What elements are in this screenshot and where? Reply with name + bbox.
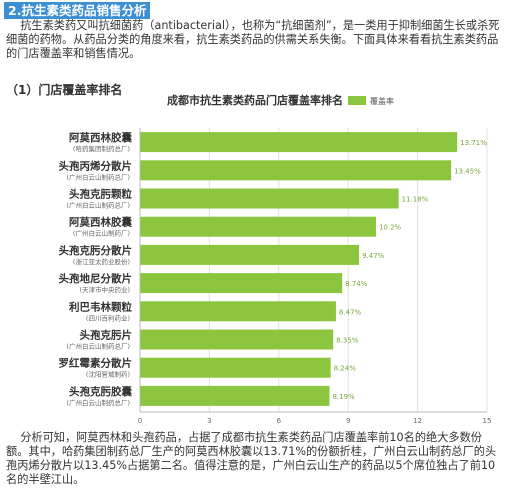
bar bbox=[140, 132, 458, 153]
bar-value-label: 8.47% bbox=[339, 308, 362, 316]
analysis-paragraph: 分析可知，阿莫西林和头孢药品，占据了成都市抗生素类药品门店覆盖率前10名的绝大多… bbox=[6, 431, 497, 486]
x-tick-label: 15 bbox=[483, 417, 492, 425]
x-tick-label: 6 bbox=[277, 417, 282, 425]
bar-value-label: 13.45% bbox=[454, 167, 481, 175]
bar-value-label: 11.18% bbox=[402, 196, 429, 204]
category-label: 头孢克肟胶囊 bbox=[69, 385, 132, 398]
bar bbox=[140, 188, 399, 209]
category-maker-label: (天津市中央药业) bbox=[79, 285, 130, 294]
category-maker-label: (广州白云山制药总厂) bbox=[66, 398, 130, 407]
category-label: 头孢克肟分散片 bbox=[59, 244, 133, 257]
bar-value-label: 9.47% bbox=[362, 252, 385, 260]
chart-title: 成都市抗生素类药品门店覆盖率排名 bbox=[167, 93, 343, 107]
section-title: 2.抗生素类药品销售分析 bbox=[4, 2, 151, 19]
bar-value-label: 13.71% bbox=[460, 139, 487, 147]
legend-swatch bbox=[348, 96, 366, 105]
bar-value-label: 10.2% bbox=[379, 224, 402, 232]
category-maker-label: (广州白云山制药总厂) bbox=[66, 172, 130, 181]
category-maker-label: (广州白云山制药总厂) bbox=[66, 201, 130, 210]
category-label: 头孢克肟颗粒 bbox=[69, 188, 132, 201]
category-label: 头孢丙烯分散片 bbox=[59, 159, 133, 172]
bar-value-label: 8.19% bbox=[332, 393, 355, 401]
category-maker-label: (沈阳管城制药) bbox=[86, 370, 130, 379]
intro-paragraph: 抗生素类药又叫抗细菌药（antibacterial），也称为“抗细菌剂”，是一类… bbox=[6, 19, 500, 60]
bar bbox=[140, 160, 452, 181]
bar-value-label: 8.74% bbox=[345, 280, 368, 288]
category-label: 罗红霉素分散片 bbox=[59, 357, 133, 370]
category-maker-label: (广州白云山制药厂) bbox=[73, 229, 130, 238]
coverage-bar-chart: 成都市抗生素类药品门店覆盖率排名 覆盖率 13.71% 13.45% 11.18% 1… bbox=[59, 93, 492, 425]
x-tick-label: 3 bbox=[207, 417, 211, 425]
category-maker-label: (浙江亚太药业股份) bbox=[73, 257, 130, 266]
category-label: 利巴韦林颗粒 bbox=[69, 300, 132, 313]
bar bbox=[140, 301, 336, 322]
legend-label: 覆盖率 bbox=[370, 96, 394, 106]
x-tick-label: 9 bbox=[346, 417, 350, 425]
category-label: 阿莫西林胶囊 bbox=[69, 216, 132, 229]
category-label: 阿莫西林胶囊 bbox=[69, 131, 132, 144]
bar bbox=[140, 273, 343, 294]
bar-value-label: 8.24% bbox=[334, 365, 357, 373]
x-tick-label: 0 bbox=[138, 417, 142, 425]
category-maker-label: (广州白云山制药总厂) bbox=[66, 342, 130, 351]
bar bbox=[140, 216, 376, 237]
category-label: 头孢克肟片 bbox=[80, 329, 133, 342]
subsection-title: （1）门店覆盖率排名 bbox=[6, 83, 123, 97]
bar bbox=[140, 357, 331, 378]
category-maker-label: (哈药集团制药总厂) bbox=[73, 144, 130, 153]
category-label: 头孢地尼分散片 bbox=[59, 272, 133, 285]
bar bbox=[140, 385, 330, 406]
bar bbox=[140, 329, 334, 350]
x-tick-label: 12 bbox=[413, 417, 422, 425]
bar bbox=[140, 244, 360, 265]
bar-value-label: 8.35% bbox=[336, 337, 359, 345]
category-maker-label: (四川百利药业) bbox=[86, 313, 130, 322]
